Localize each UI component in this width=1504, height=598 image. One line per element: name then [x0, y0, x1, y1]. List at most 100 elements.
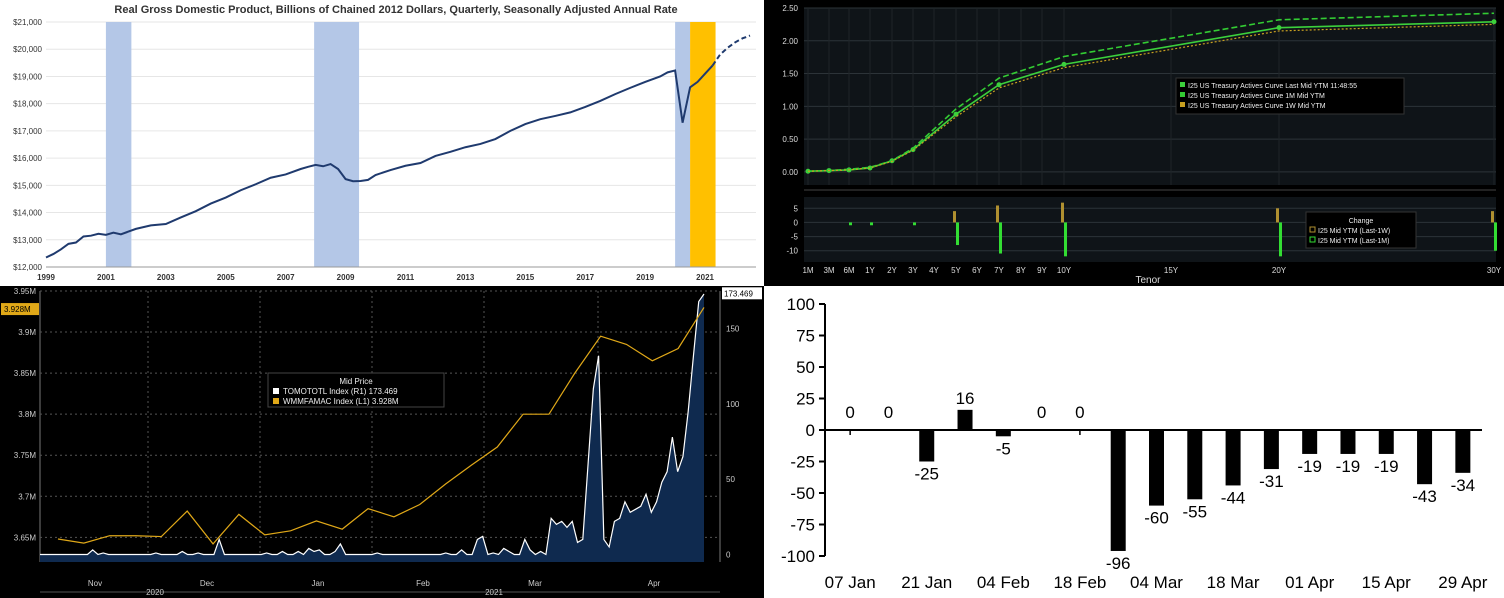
- bar: [1302, 430, 1318, 454]
- y-tick-label: 1.50: [782, 70, 798, 79]
- y-tick-label: $18,000: [13, 100, 42, 109]
- yield-point: [1061, 61, 1067, 67]
- last-value-tag-left: [1, 303, 39, 316]
- x-tick-label: 15Y: [1164, 266, 1179, 275]
- x-tick-label: 6Y: [972, 266, 982, 275]
- data-label: 0: [884, 403, 893, 422]
- legend-entry: I25 Mid YTM (Last-1W): [1318, 228, 1390, 235]
- y-tick-label: 2.50: [782, 4, 798, 13]
- legend-entry: I25 Mid YTM (Last-1M): [1318, 238, 1389, 245]
- change-bar: [1064, 222, 1067, 257]
- legend-box: [1305, 211, 1417, 249]
- x-tick-label: 7Y: [994, 266, 1004, 275]
- y-tick-label: -50: [790, 484, 815, 503]
- x-tick-label: 2017: [576, 273, 594, 282]
- legend-title: Mid Price: [339, 377, 373, 386]
- x-tick-label: 10Y: [1057, 266, 1072, 275]
- last-value-tag-right: [722, 287, 762, 300]
- y-tick-label: $13,000: [13, 236, 42, 245]
- x-tick-label: 2011: [397, 273, 415, 282]
- legend-swatch: [1309, 236, 1316, 243]
- y-tick-label: 0.50: [782, 135, 798, 144]
- data-label: -43: [1412, 487, 1437, 506]
- x-tick-label: 2013: [457, 273, 475, 282]
- y-tick-label: $16,000: [13, 154, 42, 163]
- data-label: 0: [1075, 403, 1084, 422]
- data-label: -34: [1451, 476, 1476, 495]
- right-tick-label: 50: [726, 475, 735, 484]
- change-y-tick-label: -5: [791, 233, 799, 242]
- year-label: 2020: [146, 588, 164, 597]
- change-y-tick-label: -10: [786, 247, 798, 256]
- x-tick-label: 20Y: [1272, 266, 1287, 275]
- x-tick-label: 2005: [217, 273, 235, 282]
- recession-band: [314, 22, 360, 267]
- change-bar: [1491, 211, 1494, 223]
- x-tick-label: 07 Jan: [825, 573, 876, 592]
- bar: [1225, 430, 1241, 486]
- y-tick-label: 0: [806, 421, 815, 440]
- bar-chart-panel: 100 75 50 25 0 -25 -50 -75 -100 0 0 -25 16 -5 0 0 -96 -60…: [764, 286, 1504, 598]
- change-bar: [1061, 202, 1064, 223]
- x-tick-label: 30Y: [1487, 266, 1502, 275]
- y-tick-label: 75: [796, 327, 815, 346]
- y-tick-label: $15,000: [13, 181, 42, 190]
- y-tick-label: 50: [796, 358, 815, 377]
- x-tick-label: 18 Mar: [1207, 573, 1260, 592]
- x-tick-label: 2001: [97, 273, 115, 282]
- x-tick-label: Feb: [416, 579, 430, 588]
- change-y-tick-label: 0: [794, 218, 799, 227]
- x-tick-label: 8Y: [1016, 266, 1026, 275]
- data-label: -5: [996, 439, 1011, 458]
- year-label: 2021: [485, 588, 503, 597]
- yield-point: [1276, 25, 1282, 31]
- left-tick-label: 3.75M: [14, 451, 37, 460]
- data-label: -19: [1374, 457, 1399, 476]
- last-value-right: 173.469: [724, 289, 753, 298]
- left-tick-label: 3.8M: [18, 410, 36, 419]
- left-tick-label: 3.9M: [18, 328, 36, 337]
- change-bar: [996, 205, 999, 223]
- x-tick-label: 2015: [516, 273, 534, 282]
- x-tick-label: Nov: [88, 579, 102, 588]
- chart-title: Real Gross Domestic Product, Billions of…: [114, 4, 677, 16]
- change-bar: [1494, 222, 1497, 251]
- legend-entry: WMMFAMAC Index (L1) 3.928M: [283, 397, 399, 406]
- legend-box: [267, 372, 445, 408]
- x-tick-label: 15 Apr: [1362, 573, 1411, 592]
- yield-point: [1491, 19, 1497, 25]
- yield-point: [996, 82, 1002, 88]
- y-tick-label: -100: [781, 547, 815, 566]
- legend: I25 US Treasury Actives Curve Last Mid Y…: [1175, 77, 1405, 115]
- legend-swatch: [1180, 92, 1185, 97]
- x-tick-label: 04 Mar: [1130, 573, 1183, 592]
- change-y-tick-label: 5: [794, 204, 799, 213]
- x-axis-label: Tenor: [1135, 275, 1161, 286]
- right-tick-label: 100: [726, 400, 740, 409]
- x-tick-label: 18 Feb: [1053, 573, 1106, 592]
- bar: [1187, 430, 1203, 500]
- x-tick-label: 29 Apr: [1438, 573, 1487, 592]
- x-tick-label: 2009: [337, 273, 355, 282]
- y-tick-label: -25: [790, 453, 815, 472]
- mid-price-chart: 3.65M 3.7M 3.75M 3.8M 3.85M 3.9M 3.95M 0 50 100 15…: [1, 287, 762, 597]
- change-legend-title: Change: [1349, 218, 1374, 225]
- change-bar: [870, 222, 873, 226]
- y-tick-label: 2.00: [782, 37, 798, 46]
- x-tick-label: 2007: [277, 273, 295, 282]
- forecast-band: [690, 22, 716, 267]
- x-tick-label: 5Y: [951, 266, 961, 275]
- data-label: -25: [914, 465, 939, 484]
- x-tick-label: 2003: [157, 273, 175, 282]
- forecast-line: [711, 34, 751, 67]
- yield-curve-chart: Tenor 0.00 0.50 1.00 1.50 2.00 2.50 I25 US Tre…: [782, 4, 1502, 286]
- y-tick-label: 1.00: [782, 102, 798, 111]
- legend-swatch: [1309, 226, 1316, 233]
- bar: [1455, 430, 1471, 473]
- legend-entry: I25 US Treasury Actives Curve 1M Mid YTM: [1188, 93, 1325, 100]
- x-tick-label: 2021: [696, 273, 714, 282]
- data-label: -60: [1144, 509, 1169, 528]
- bar: [1378, 430, 1394, 454]
- legend-entry: TOMOTOTL Index (R1) 173.469: [283, 387, 398, 396]
